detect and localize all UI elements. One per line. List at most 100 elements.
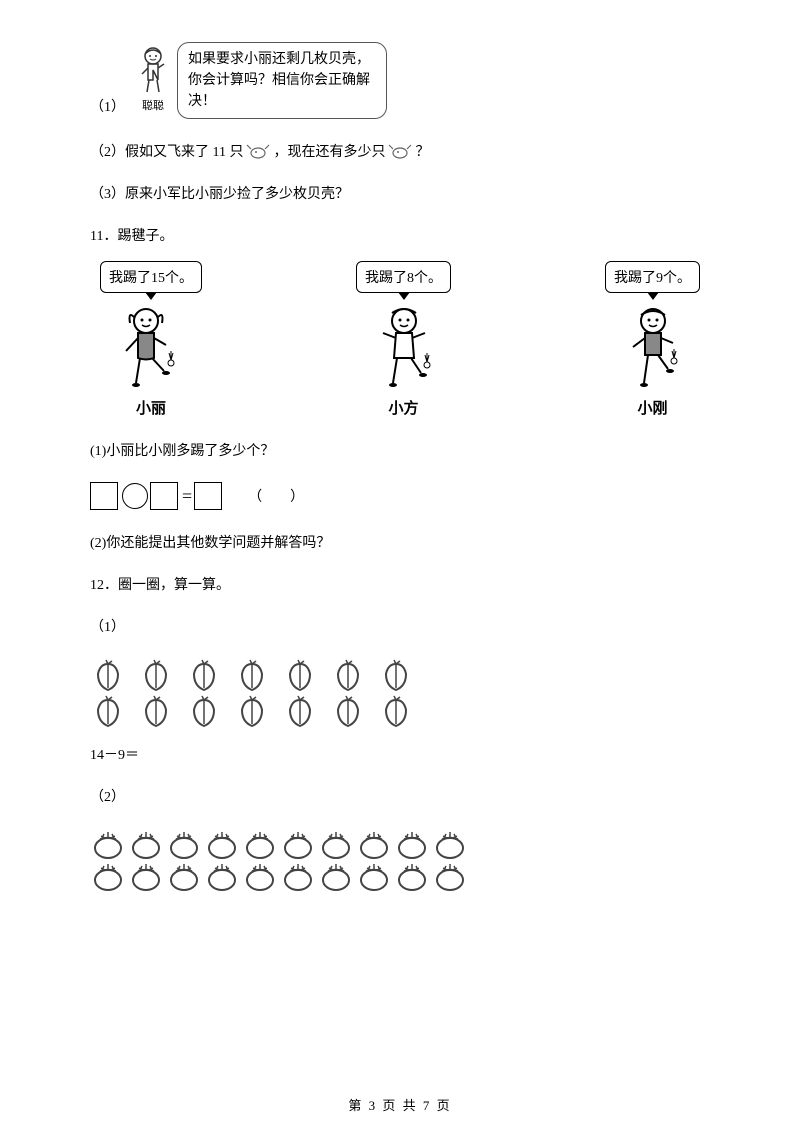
peach-icon (186, 658, 222, 692)
q1-row: （1） 聪聪 如果要求小丽还剩几枚贝壳，你会计算吗？相信你会正确解决！ (90, 40, 710, 119)
peach-item (90, 694, 126, 728)
peach-icon (186, 694, 222, 728)
q2-suffix: ？ (415, 141, 429, 161)
tomato-icon (318, 860, 354, 892)
tomato-item (432, 860, 468, 892)
kicking-item: 我踢了8个。 小方 (356, 261, 451, 418)
tomato-icon (90, 828, 126, 860)
tomato-icon (280, 860, 316, 892)
tomato-grid (90, 828, 710, 892)
kicking-item: 我踢了9个。 小刚 (605, 261, 700, 418)
tomato-item (242, 828, 278, 860)
kid-label-3: 小刚 (605, 397, 700, 418)
tomato-icon (242, 860, 278, 892)
q11-sub2: (2)你还能提出其他数学问题并解答吗？ (90, 532, 710, 552)
peach-item (186, 694, 222, 728)
eq-unit-paren: （ ） (248, 486, 304, 506)
tomato-row (90, 828, 710, 860)
tomato-item (432, 828, 468, 860)
tomato-item (90, 828, 126, 860)
q2-prefix: （2）假如又飞来了 11 只 (90, 141, 243, 161)
child-kicking-icon (116, 303, 186, 393)
q12-equation: 14－9＝ (90, 744, 710, 764)
peach-icon (330, 658, 366, 692)
peach-row (90, 694, 710, 728)
kick-bubble-2: 我踢了8个。 (356, 261, 451, 293)
eq-operator-circle[interactable] (122, 483, 148, 509)
peach-item (282, 694, 318, 728)
q12-title: 12．圈一圈，算一算。 (90, 574, 710, 594)
child-icon (136, 46, 170, 94)
tomato-item (128, 860, 164, 892)
peach-icon (282, 694, 318, 728)
kicking-row: 我踢了15个。 小丽 我踢了8个。 小方 (90, 261, 710, 418)
q3-line: （3）原来小军比小丽少捡了多少枚贝壳？ (90, 183, 710, 203)
peach-icon (234, 694, 270, 728)
kick-bubble-1: 我踢了15个。 (100, 261, 202, 293)
kid-congcong: 聪聪 (133, 46, 173, 106)
peach-grid (90, 658, 710, 728)
tomato-item (204, 860, 240, 892)
tomato-icon (432, 828, 468, 860)
tomato-icon (166, 860, 202, 892)
tomato-row (90, 860, 710, 892)
kid-label-2: 小方 (356, 397, 451, 418)
peach-icon (282, 658, 318, 692)
eq-box[interactable] (150, 482, 178, 510)
tomato-item (90, 860, 126, 892)
tomato-item (242, 860, 278, 892)
peach-icon (138, 658, 174, 692)
speech-bubble: 如果要求小丽还剩几枚贝壳，你会计算吗？相信你会正确解决！ (177, 42, 387, 119)
tomato-item (318, 828, 354, 860)
peach-icon (138, 694, 174, 728)
peach-item (234, 694, 270, 728)
peach-item (330, 658, 366, 692)
peach-icon (378, 694, 414, 728)
equation-boxes: = （ ） (90, 482, 710, 510)
q2-line: （2）假如又飞来了 11 只 ，现在还有多少只 ？ (90, 141, 710, 161)
peach-item (378, 658, 414, 692)
tomato-icon (204, 828, 240, 860)
peach-icon (234, 658, 270, 692)
bird-icon (245, 141, 271, 161)
tomato-icon (318, 828, 354, 860)
eq-box[interactable] (90, 482, 118, 510)
tomato-item (356, 860, 392, 892)
tomato-item (394, 860, 430, 892)
tomato-item (356, 828, 392, 860)
tomato-item (318, 860, 354, 892)
tomato-icon (394, 828, 430, 860)
tomato-icon (166, 828, 202, 860)
peach-item (138, 658, 174, 692)
peach-item (90, 658, 126, 692)
page-footer: 第 3 页 共 7 页 (0, 1095, 800, 1114)
kid-name-label: 聪聪 (133, 97, 173, 113)
tomato-icon (394, 860, 430, 892)
peach-item (330, 694, 366, 728)
q11-sub1: (1)小丽比小刚多踢了多少个？ (90, 440, 710, 460)
child-kicking-icon (369, 303, 439, 393)
tomato-item (280, 828, 316, 860)
tomato-item (394, 828, 430, 860)
peach-row (90, 658, 710, 692)
kick-bubble-3: 我踢了9个。 (605, 261, 700, 293)
tomato-icon (356, 860, 392, 892)
q12-sub1: （1） (90, 616, 710, 636)
tomato-icon (90, 860, 126, 892)
kicking-item: 我踢了15个。 小丽 (100, 261, 202, 418)
q12-sub2: （2） (90, 786, 710, 806)
peach-icon (330, 694, 366, 728)
tomato-item (166, 860, 202, 892)
tomato-icon (204, 860, 240, 892)
tomato-icon (432, 860, 468, 892)
tomato-item (204, 828, 240, 860)
tomato-icon (356, 828, 392, 860)
tomato-item (280, 860, 316, 892)
eq-box[interactable] (194, 482, 222, 510)
tomato-item (166, 828, 202, 860)
peach-item (282, 658, 318, 692)
peach-icon (90, 694, 126, 728)
tomato-icon (242, 828, 278, 860)
tomato-item (128, 828, 164, 860)
bird-icon (387, 141, 413, 161)
